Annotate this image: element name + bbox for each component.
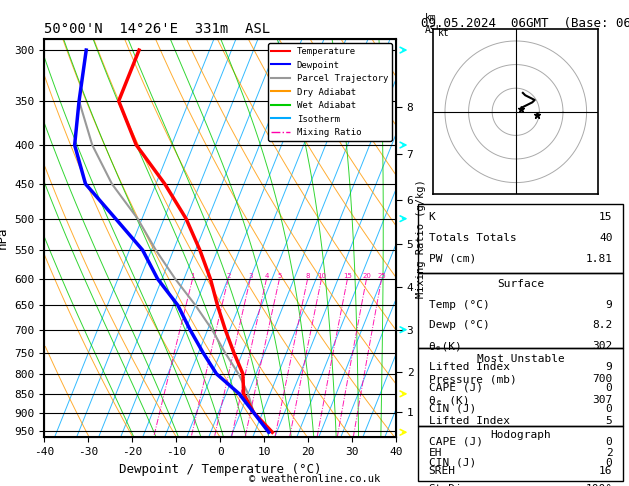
Text: 100°: 100° <box>586 484 613 486</box>
Legend: Temperature, Dewpoint, Parcel Trajectory, Dry Adiabat, Wet Adiabat, Isotherm, Mi: Temperature, Dewpoint, Parcel Trajectory… <box>268 43 392 141</box>
Text: kt: kt <box>438 28 450 38</box>
Text: Dewp (°C): Dewp (°C) <box>428 320 489 330</box>
Text: 10: 10 <box>317 273 326 279</box>
Text: Lifted Index: Lifted Index <box>428 416 509 426</box>
Text: 1: 1 <box>191 273 195 279</box>
Text: K: K <box>428 212 435 223</box>
Text: 2: 2 <box>226 273 230 279</box>
Text: 16: 16 <box>599 466 613 476</box>
Text: PW (cm): PW (cm) <box>428 254 476 264</box>
Text: © weatheronline.co.uk: © weatheronline.co.uk <box>249 473 380 484</box>
Text: 1.81: 1.81 <box>586 254 613 264</box>
Text: θₑ(K): θₑ(K) <box>428 341 462 351</box>
Text: 0: 0 <box>606 383 613 393</box>
Text: 50°00'N  14°26'E  331m  ASL: 50°00'N 14°26'E 331m ASL <box>44 22 270 36</box>
Text: 20: 20 <box>362 273 371 279</box>
Text: SREH: SREH <box>428 466 455 476</box>
Text: Temp (°C): Temp (°C) <box>428 300 489 310</box>
Text: 9: 9 <box>606 300 613 310</box>
Text: km
ASL: km ASL <box>425 13 442 35</box>
Text: θₑ (K): θₑ (K) <box>428 395 469 405</box>
Text: 3: 3 <box>248 273 252 279</box>
Text: 4: 4 <box>264 273 269 279</box>
Text: 700: 700 <box>593 375 613 384</box>
Text: Totals Totals: Totals Totals <box>428 233 516 243</box>
Text: 0: 0 <box>606 403 613 414</box>
Text: 5: 5 <box>606 416 613 426</box>
Text: 9: 9 <box>606 362 613 372</box>
Text: 2: 2 <box>606 448 613 458</box>
Text: CAPE (J): CAPE (J) <box>428 383 482 393</box>
Bar <box>418 273 623 348</box>
Text: Mixing Ratio (g/kg): Mixing Ratio (g/kg) <box>416 179 426 297</box>
Text: Pressure (mb): Pressure (mb) <box>428 375 516 384</box>
Text: Lifted Index: Lifted Index <box>428 362 509 372</box>
Text: 25: 25 <box>377 273 386 279</box>
X-axis label: Dewpoint / Temperature (°C): Dewpoint / Temperature (°C) <box>119 463 321 476</box>
Text: 15: 15 <box>599 212 613 223</box>
Text: Most Unstable: Most Unstable <box>477 354 564 364</box>
Text: CAPE (J): CAPE (J) <box>428 437 482 447</box>
Text: 8: 8 <box>305 273 310 279</box>
Text: Hodograph: Hodograph <box>490 430 551 440</box>
Text: 15: 15 <box>343 273 352 279</box>
Text: CIN (J): CIN (J) <box>428 458 476 468</box>
Text: 0: 0 <box>606 458 613 468</box>
Text: EH: EH <box>428 448 442 458</box>
Text: 302: 302 <box>593 341 613 351</box>
Text: 5: 5 <box>277 273 282 279</box>
Text: 307: 307 <box>593 395 613 405</box>
Y-axis label: hPa: hPa <box>0 227 9 249</box>
Text: 8.2: 8.2 <box>593 320 613 330</box>
Bar <box>418 426 623 481</box>
Text: 09.05.2024  06GMT  (Base: 06): 09.05.2024 06GMT (Base: 06) <box>421 17 629 30</box>
Text: 0: 0 <box>606 437 613 447</box>
Text: StmDir: StmDir <box>428 484 469 486</box>
Bar <box>418 204 623 273</box>
Text: CIN (J): CIN (J) <box>428 403 476 414</box>
Bar <box>418 348 623 426</box>
Text: Surface: Surface <box>497 279 544 289</box>
Text: 40: 40 <box>599 233 613 243</box>
